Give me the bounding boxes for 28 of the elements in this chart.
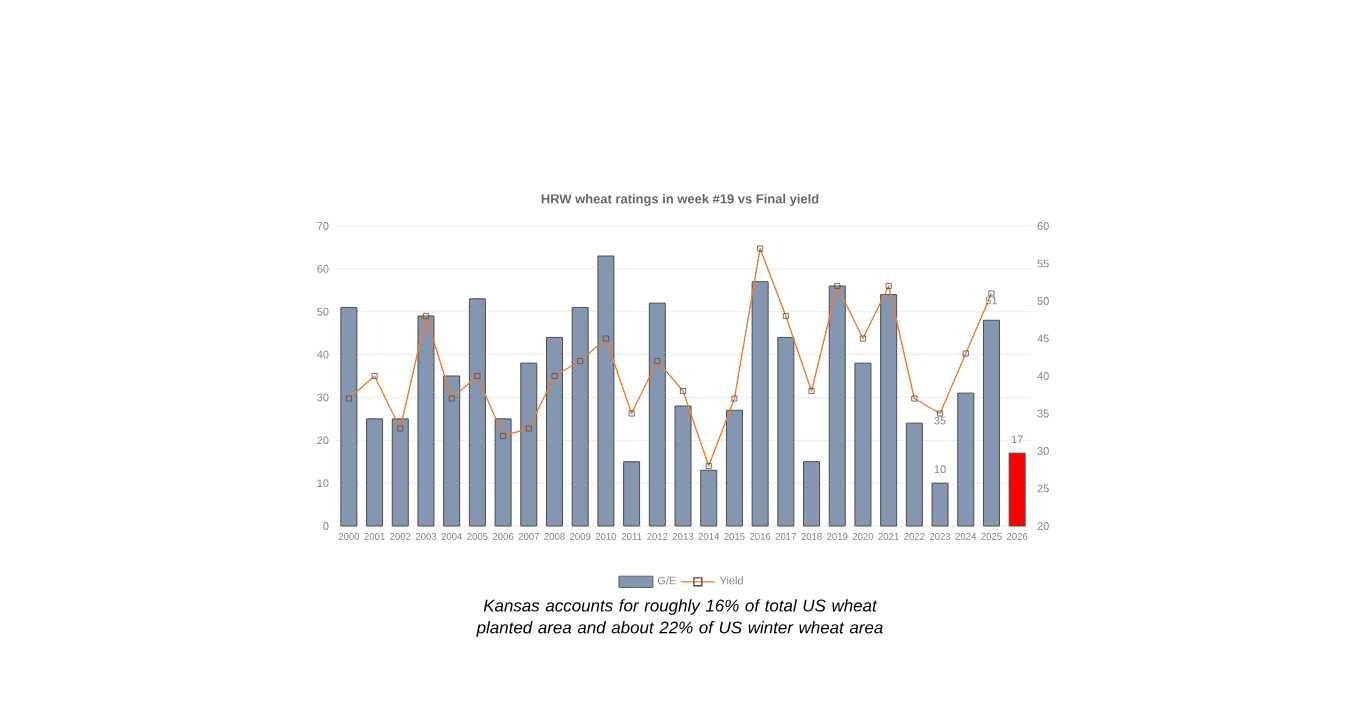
bar xyxy=(468,298,486,527)
bar xyxy=(391,418,409,527)
bar xyxy=(623,461,641,527)
bar xyxy=(545,336,563,527)
bar xyxy=(494,418,512,527)
bar xyxy=(340,306,358,527)
bar xyxy=(828,285,846,527)
bar xyxy=(751,281,769,527)
bar xyxy=(1008,452,1026,527)
bar xyxy=(700,469,718,527)
bar xyxy=(905,422,923,527)
bar xyxy=(931,482,949,527)
bar xyxy=(982,319,1000,527)
bar xyxy=(571,306,589,527)
bar xyxy=(880,294,898,527)
bar xyxy=(443,375,461,527)
text: Kansas accounts for roughly 16% of total US wheat planted area and about 22% of US winter wheat area xyxy=(476,599,883,637)
bar xyxy=(725,409,743,527)
bar xyxy=(957,392,975,527)
bar xyxy=(597,255,615,527)
bar xyxy=(366,418,384,527)
bar xyxy=(854,362,872,527)
bar xyxy=(803,461,821,527)
bar xyxy=(674,405,692,527)
bar xyxy=(520,362,538,527)
bar xyxy=(777,336,795,527)
bar xyxy=(648,302,666,527)
bar xyxy=(417,315,435,527)
